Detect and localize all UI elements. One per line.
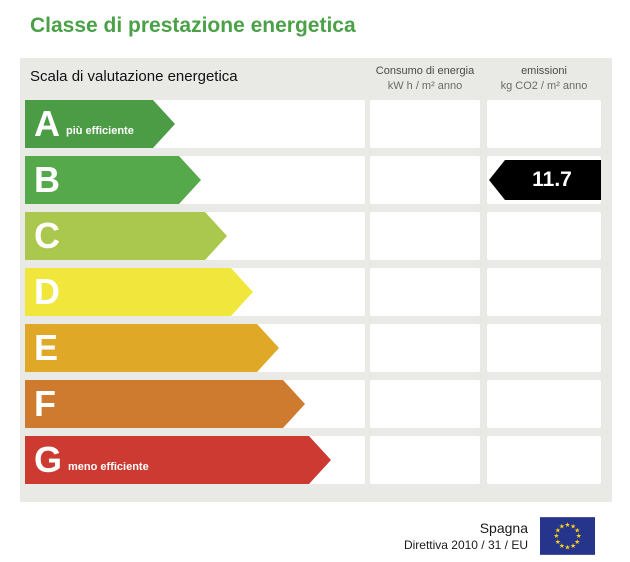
class-letter: F bbox=[34, 383, 56, 424]
svg-text:★: ★ bbox=[570, 523, 576, 531]
class-b-arrow: B bbox=[25, 156, 201, 204]
energy-cell bbox=[370, 324, 480, 372]
row-bar-bg: G meno efficiente bbox=[25, 436, 365, 484]
rating-row-c: C bbox=[20, 212, 612, 260]
rating-row-f: F bbox=[20, 380, 612, 428]
class-note: meno efficiente bbox=[68, 461, 149, 473]
svg-text:★: ★ bbox=[565, 521, 571, 529]
emissions-column-unit: kg CO2 / m² anno bbox=[500, 80, 588, 92]
class-letter: A bbox=[34, 103, 60, 144]
emissions-column-title: emissioni bbox=[521, 65, 567, 77]
rating-panel: Scala di valutazione energetica Consumo … bbox=[20, 58, 612, 502]
energy-cell bbox=[370, 436, 480, 484]
energy-cell bbox=[370, 268, 480, 316]
class-letter: D bbox=[34, 271, 60, 312]
emission-cell bbox=[487, 268, 601, 316]
energy-column-title: Consumo di energia bbox=[375, 65, 475, 77]
rating-row-a: A più efficiente bbox=[20, 100, 612, 148]
emission-cell: 11.7 bbox=[487, 156, 601, 204]
svg-text:★: ★ bbox=[570, 542, 576, 550]
emissions-column-header: emissioni kg CO2 / m² anno bbox=[469, 64, 619, 94]
svg-text:★: ★ bbox=[553, 532, 559, 540]
svg-text:★: ★ bbox=[574, 527, 580, 535]
svg-text:★: ★ bbox=[574, 538, 580, 546]
class-g-arrow: G meno efficiente bbox=[25, 436, 331, 484]
class-letter: G bbox=[34, 439, 63, 480]
energy-cell bbox=[370, 212, 480, 260]
class-letter: C bbox=[34, 215, 60, 256]
svg-text:★: ★ bbox=[576, 532, 582, 540]
svg-text:★: ★ bbox=[559, 523, 565, 531]
class-d-arrow: D bbox=[25, 268, 253, 316]
country-label: Spagna bbox=[479, 520, 528, 536]
energy-cell bbox=[370, 156, 480, 204]
energy-column-header: Consumo di energia kW h / m² anno bbox=[350, 64, 500, 94]
class-letter: B bbox=[34, 159, 60, 200]
scale-header: Scala di valutazione energetica bbox=[30, 68, 238, 85]
svg-text:★: ★ bbox=[565, 543, 571, 551]
rating-row-d: D bbox=[20, 268, 612, 316]
row-bar-bg: A più efficiente bbox=[25, 100, 365, 148]
rating-row-g: G meno efficiente bbox=[20, 436, 612, 484]
emission-cell bbox=[487, 324, 601, 372]
class-e-arrow: E bbox=[25, 324, 279, 372]
emissions-value: 11.7 bbox=[532, 168, 572, 191]
footer-text: Spagna Direttiva 2010 / 31 / EU bbox=[404, 519, 528, 553]
eu-flag-icon: ★ ★ ★ ★ ★ ★ ★ ★ ★ ★ ★ ★ bbox=[540, 517, 595, 555]
rating-row-e: E bbox=[20, 324, 612, 372]
emissions-indicator-tag: 11.7 bbox=[489, 160, 601, 200]
row-bar-bg: C bbox=[25, 212, 365, 260]
energy-cell bbox=[370, 100, 480, 148]
row-bar-bg: F bbox=[25, 380, 365, 428]
class-c-arrow: C bbox=[25, 212, 227, 260]
svg-text:★: ★ bbox=[555, 538, 561, 546]
energy-cell bbox=[370, 380, 480, 428]
class-f-arrow: F bbox=[25, 380, 305, 428]
row-bar-bg: D bbox=[25, 268, 365, 316]
class-note: più efficiente bbox=[66, 125, 134, 137]
svg-text:★: ★ bbox=[559, 542, 565, 550]
energy-column-unit: kW h / m² anno bbox=[387, 80, 463, 92]
emission-cell bbox=[487, 380, 601, 428]
page-title: Classe di prestazione energetica bbox=[30, 14, 356, 37]
emission-cell bbox=[487, 436, 601, 484]
row-bar-bg: B bbox=[25, 156, 365, 204]
class-a-arrow: A più efficiente bbox=[25, 100, 175, 148]
emission-cell bbox=[487, 212, 601, 260]
class-letter: E bbox=[34, 327, 59, 368]
row-bar-bg: E bbox=[25, 324, 365, 372]
svg-text:★: ★ bbox=[555, 527, 561, 535]
rating-row-b: B 11.7 bbox=[20, 156, 612, 204]
emission-cell bbox=[487, 100, 601, 148]
directive-label: Direttiva 2010 / 31 / EU bbox=[403, 538, 528, 552]
